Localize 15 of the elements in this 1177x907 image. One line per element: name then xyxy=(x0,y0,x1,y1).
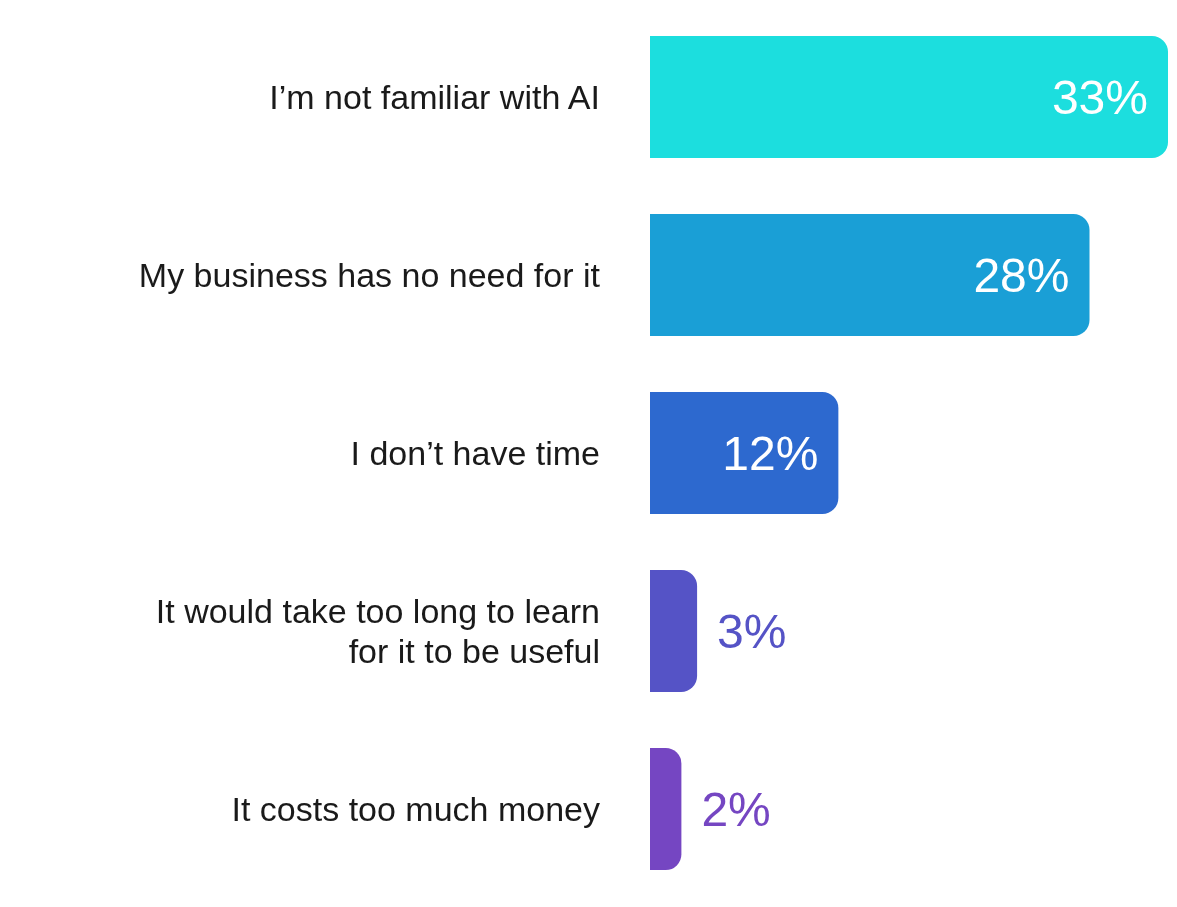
y-tick-label: I don’t have time xyxy=(350,434,600,472)
bar xyxy=(650,214,1090,336)
data-label: 12% xyxy=(722,427,819,480)
bar xyxy=(650,36,1168,158)
data-label: 3% xyxy=(717,605,787,658)
y-tick-label: It costs too much money xyxy=(231,790,600,828)
data-label: 2% xyxy=(701,783,771,836)
bar xyxy=(650,392,839,514)
y-tick-label: I’m not familiar with AI xyxy=(269,78,600,116)
data-label: 28% xyxy=(973,249,1070,302)
bar xyxy=(650,748,682,870)
bar xyxy=(650,570,698,692)
y-tick-label: My business has no need for it xyxy=(138,256,601,294)
y-tick-label: It would take too long to learn for it to be useful xyxy=(155,592,600,670)
data-label: 33% xyxy=(1051,71,1148,124)
